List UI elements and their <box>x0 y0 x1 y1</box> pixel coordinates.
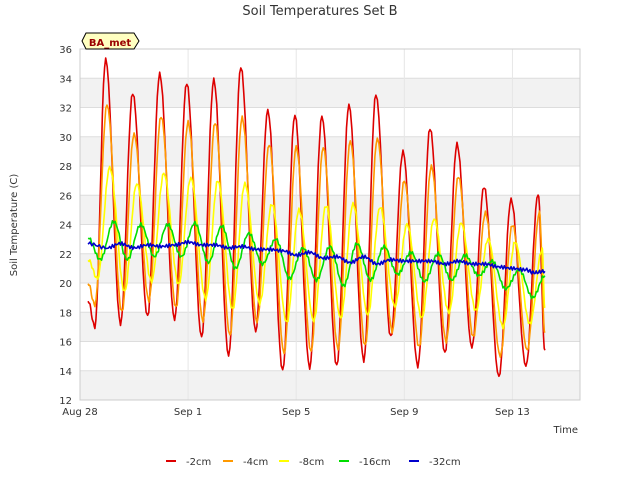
x-tick-label: Aug 28 <box>62 407 97 418</box>
plot-band <box>80 78 580 108</box>
plot-band <box>80 370 580 400</box>
site-label-box <box>81 32 140 50</box>
x-axis-ticks: Aug 28 Sep 1 Sep 5 Sep 9 Sep 13 <box>62 407 530 418</box>
legend-label: -2cm <box>186 457 211 468</box>
y-tick-label: 30 <box>59 133 72 144</box>
plot-band <box>80 49 580 79</box>
plot-band <box>80 341 580 371</box>
y-tick-label: 28 <box>59 162 72 173</box>
y-tick-label: 36 <box>59 45 72 56</box>
legend-label: -16cm <box>359 457 391 468</box>
y-axis-label: Soil Temperature (C) <box>9 174 20 277</box>
y-tick-label: 14 <box>59 367 72 378</box>
legend-label: -4cm <box>243 457 268 468</box>
series-line-minus-32cm <box>87 239 546 275</box>
y-tick-label: 24 <box>59 221 72 232</box>
legend-label: -8cm <box>299 457 324 468</box>
legend: -2cm -4cm -8cm -16cm -32cm <box>166 457 461 468</box>
x-tick-label: Sep 9 <box>390 407 418 418</box>
y-tick-label: 20 <box>59 279 72 290</box>
x-tick-label: Sep 5 <box>282 407 310 418</box>
x-axis-label: Time <box>553 425 578 436</box>
y-tick-label: 34 <box>59 74 72 85</box>
site-label: BA_met <box>89 38 132 49</box>
plot-frame <box>79 48 581 401</box>
y-tick-label: 32 <box>59 104 72 115</box>
y-tick-label: 22 <box>59 250 72 261</box>
y-tick-label: 12 <box>59 396 72 407</box>
series-line-minus-16cm <box>87 220 546 300</box>
y-axis-ticks: 12 14 16 18 20 22 24 26 28 30 32 34 36 <box>59 45 72 407</box>
plot-band <box>80 136 580 166</box>
x-tick-label: Sep 1 <box>174 407 202 418</box>
legend-label: -32cm <box>429 457 461 468</box>
site-label-badge: BA_met <box>81 32 140 50</box>
y-tick-label: 16 <box>59 338 72 349</box>
x-tick-label: Sep 13 <box>495 407 530 418</box>
series-line-minus-4cm <box>87 104 546 358</box>
y-tick-label: 18 <box>59 308 72 319</box>
series-line-minus-8cm <box>87 165 546 330</box>
plot-band <box>80 166 580 196</box>
y-tick-label: 26 <box>59 191 72 202</box>
series-lines <box>87 57 546 378</box>
chart-title: Soil Temperatures Set B <box>242 4 397 19</box>
